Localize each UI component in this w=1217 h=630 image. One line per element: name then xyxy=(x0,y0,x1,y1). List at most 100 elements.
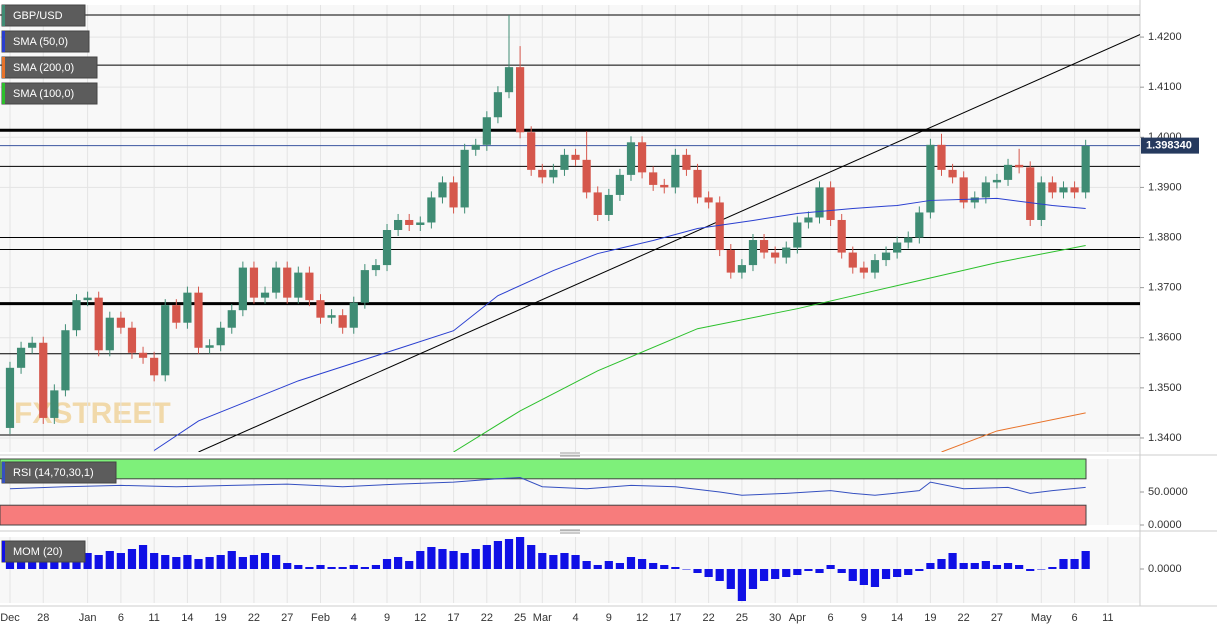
candle-body xyxy=(382,230,392,266)
mom-bar xyxy=(249,555,259,569)
candle-body xyxy=(493,92,503,118)
mom-bar xyxy=(382,559,392,569)
mom-bar xyxy=(926,563,935,569)
mom-bar xyxy=(904,569,913,575)
candle-body xyxy=(482,117,491,145)
legend-swatch xyxy=(2,541,5,562)
mom-bar xyxy=(504,539,514,569)
mom-bar xyxy=(893,569,902,577)
candle-body xyxy=(1037,182,1046,220)
candle-body xyxy=(649,172,658,185)
y-tick-label: 1.3900 xyxy=(1148,181,1182,193)
mom-bar xyxy=(682,569,691,570)
candle-body xyxy=(205,345,214,348)
mom-bar xyxy=(371,565,381,569)
mom-bar xyxy=(338,567,347,569)
mom-bar xyxy=(316,565,325,569)
candle-body xyxy=(28,342,37,348)
candle-body xyxy=(471,144,480,150)
x-tick-label: 22 xyxy=(248,612,260,624)
mom-panel xyxy=(0,537,1140,603)
candle-body xyxy=(737,265,746,273)
candle-body xyxy=(349,302,358,328)
mom-bar xyxy=(837,569,846,573)
mom-bar xyxy=(105,551,114,569)
candle-body xyxy=(682,154,691,170)
mom-bar xyxy=(1059,559,1068,569)
x-tick-label: 4 xyxy=(351,612,357,624)
candle-body xyxy=(39,342,48,418)
x-tick-label: 12 xyxy=(414,612,426,624)
resize-handle[interactable] xyxy=(560,529,580,534)
candle-body xyxy=(5,367,15,428)
x-tick-label: 14 xyxy=(891,612,903,624)
legend-label: SMA (100,0) xyxy=(13,88,74,100)
x-tick-label: 9 xyxy=(861,612,867,624)
candle-body xyxy=(981,182,990,198)
candle-body xyxy=(593,192,602,215)
x-tick-label: 6 xyxy=(118,612,124,624)
overbought-band xyxy=(0,458,1087,480)
candle-body xyxy=(161,305,170,376)
mom-bar xyxy=(571,555,580,569)
mom-bar xyxy=(438,549,447,569)
legend-swatch xyxy=(2,462,5,483)
candle-body xyxy=(793,222,802,248)
x-tick-label: Mar xyxy=(533,612,552,624)
candle-body xyxy=(937,144,946,170)
candle-body xyxy=(294,272,303,298)
candle-body xyxy=(1048,182,1057,193)
candle-body xyxy=(704,197,713,203)
y-tick-label: 0.0000 xyxy=(1148,563,1182,575)
candle-body xyxy=(837,219,846,253)
mom-bar xyxy=(227,551,236,569)
x-tick-label: 30 xyxy=(769,612,781,624)
x-tick-label: Feb xyxy=(311,612,330,624)
mom-bar xyxy=(815,569,824,573)
candle-body xyxy=(671,154,680,188)
mom-bar xyxy=(460,553,469,569)
legend-item: MOM (20) xyxy=(1,540,86,563)
candle-body xyxy=(360,270,369,303)
legend-item: GBP/USD xyxy=(1,4,86,27)
x-tick-label: 4 xyxy=(572,612,578,624)
mom-bar xyxy=(527,545,536,569)
x-tick-label: Jan xyxy=(79,612,97,624)
candle-body xyxy=(1059,187,1068,193)
mom-bar xyxy=(50,559,59,569)
mom-bar xyxy=(394,557,403,569)
candle-body xyxy=(438,182,447,198)
mom-bar xyxy=(238,557,247,569)
candle-body xyxy=(216,327,225,346)
x-tick-label: 17 xyxy=(669,612,681,624)
y-tick-label: 1.3600 xyxy=(1148,332,1182,344)
y-tick-label: 1.4100 xyxy=(1148,81,1182,93)
candle-body xyxy=(405,219,414,225)
mom-bar xyxy=(1070,559,1079,569)
candle-body xyxy=(959,177,968,203)
mom-bar xyxy=(560,553,569,569)
candle-body xyxy=(560,154,569,170)
resize-handle[interactable] xyxy=(560,452,580,457)
x-tick-label: 25 xyxy=(736,612,748,624)
legend-label: GBP/USD xyxy=(13,10,63,22)
candle-body xyxy=(804,217,813,223)
sma-line xyxy=(941,412,1086,452)
mom-bar xyxy=(992,565,1002,569)
x-tick-label: 17 xyxy=(447,612,459,624)
mom-bar xyxy=(172,557,181,569)
candle-body xyxy=(992,179,1002,183)
candle-body xyxy=(870,260,880,273)
x-tick-label: 25 xyxy=(514,612,526,624)
candle-body xyxy=(504,67,514,93)
mom-bar xyxy=(726,569,735,589)
candle-body xyxy=(305,272,314,301)
mom-bar xyxy=(715,569,724,581)
mom-bar xyxy=(704,569,713,577)
mom-bar xyxy=(870,569,880,587)
candle-body xyxy=(283,267,292,298)
candle-body xyxy=(327,315,336,318)
mom-bar xyxy=(637,559,647,569)
